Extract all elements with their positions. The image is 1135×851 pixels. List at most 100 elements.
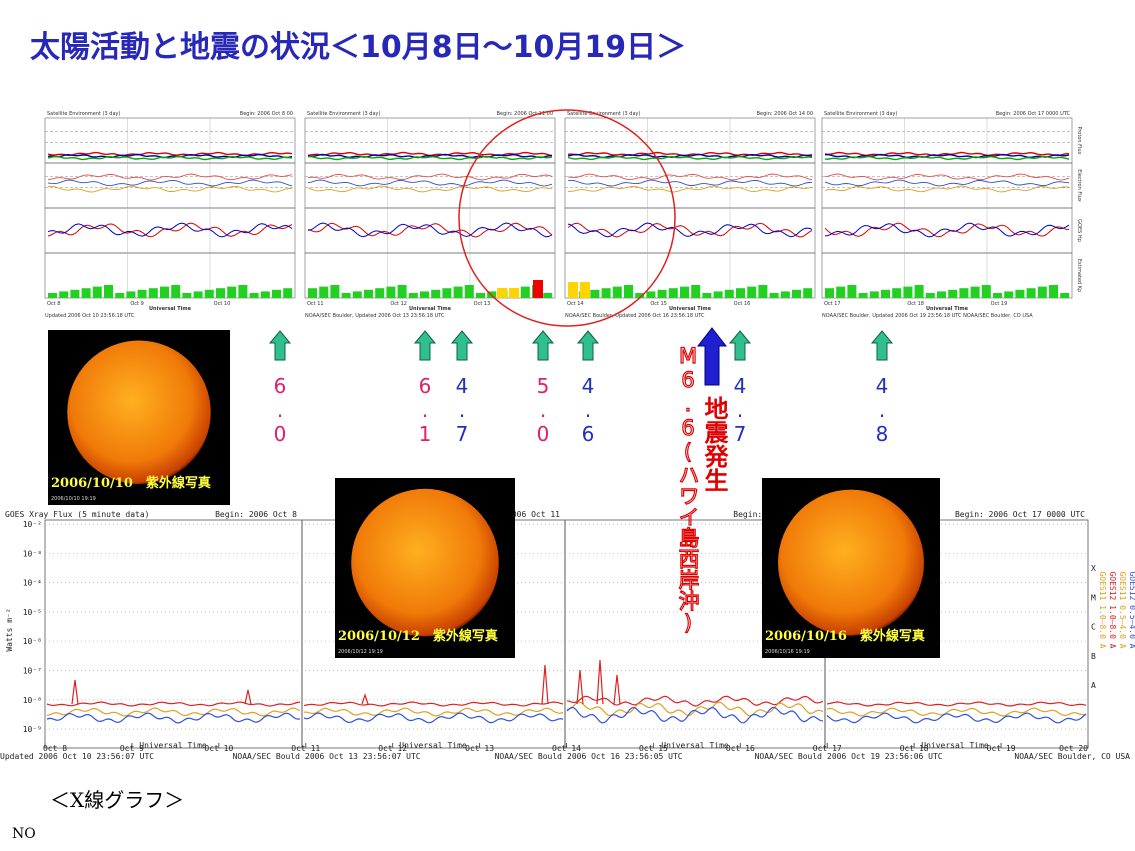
- panel-updated: NOAA/SEC Boulder, Updated 2006 Oct 13 23…: [305, 313, 445, 319]
- proton-trace: [567, 155, 813, 161]
- photo-label: 2006/10/16 紫外線写真: [765, 628, 925, 644]
- kp-bar: [792, 289, 801, 298]
- panel-header: Satellite Environment (3 day): [567, 111, 641, 117]
- xray-xtick-label: Oct 15: [639, 744, 668, 753]
- xray-trace: [826, 707, 1087, 717]
- kp-bar: [442, 288, 452, 298]
- kp-bar: [171, 285, 181, 298]
- panel-updated: NOAA/SEC Boulder, Updated 2006 Oct 19 23…: [822, 313, 1033, 319]
- kp-bar: [283, 288, 293, 298]
- kp-bar: [736, 288, 745, 298]
- electron-trace: [307, 173, 553, 181]
- proton-trace: [47, 151, 293, 157]
- footer: NO: [12, 826, 36, 842]
- magnitude: 4.7: [728, 374, 752, 446]
- green-arrow: [870, 330, 894, 361]
- kp-bar: [104, 285, 113, 298]
- panel-date: Oct 13: [474, 301, 491, 307]
- xray-xlabel: Universal Time: [661, 741, 729, 750]
- kp-bar: [182, 293, 192, 298]
- kp-bar: [148, 288, 158, 298]
- kp-storm-bar: [497, 288, 507, 298]
- kp-bar: [691, 285, 701, 298]
- xray-legend: GOES12 1.0–8.0 A: [1108, 571, 1117, 648]
- panel-xlabel: Universal Time: [149, 306, 192, 312]
- panel-frame: [821, 252, 1073, 299]
- kp-bar: [92, 286, 102, 298]
- panel-date: Oct 14: [567, 301, 584, 307]
- kp-storm-bar: [533, 280, 543, 298]
- xray-ytick: 10⁻⁶: [23, 637, 42, 646]
- xray-ytick: 10⁻⁴: [23, 579, 42, 588]
- kp-bar: [680, 286, 689, 298]
- xray-xtick-label: Oct 13: [465, 744, 494, 753]
- panel-date: Oct 18: [907, 301, 924, 307]
- kp-bar: [858, 293, 868, 298]
- kp-bar: [204, 289, 214, 298]
- xray-updated: 2006 Oct 13 23:56:07 UTC: [305, 752, 421, 761]
- kp-bar: [115, 293, 125, 298]
- kp-bar: [160, 286, 169, 298]
- xray-updated: NOAA/SEC Bould: [755, 752, 823, 761]
- xray-class: X: [1091, 564, 1096, 573]
- panel-header: Satellite Environment (3 day): [307, 111, 381, 117]
- kp-bar: [420, 291, 429, 298]
- panel-frame: [564, 252, 816, 299]
- magnitude: 4.7: [450, 374, 474, 446]
- xray-xtick-label: Oct 14: [552, 744, 581, 753]
- electron-trace: [47, 173, 293, 181]
- xray-ytick: 10⁻²: [23, 520, 42, 529]
- kp-bar: [981, 285, 991, 298]
- panel-date: Oct 19: [991, 301, 1008, 307]
- kp-bar: [881, 289, 890, 298]
- photo-label: 2006/10/10 紫外線写真: [51, 475, 211, 491]
- kp-bar: [959, 288, 969, 298]
- xray-xtick-label: Oct 19: [987, 744, 1016, 753]
- photo-stamp: 2006/10/10 19:19: [51, 496, 96, 502]
- proton-trace: [567, 151, 813, 157]
- kp-bar: [590, 289, 600, 298]
- kp-bar: [702, 293, 712, 298]
- kp-bar: [970, 286, 980, 298]
- kp-bar: [375, 288, 385, 298]
- kp-storm-bar: [509, 288, 519, 298]
- earthquake-arrow: [696, 327, 728, 386]
- xray-xtick-label: Oct 17: [813, 744, 842, 753]
- xray-class: C: [1091, 623, 1096, 632]
- kp-bar: [646, 291, 656, 298]
- sun-disc: [67, 340, 211, 484]
- kp-bar: [330, 285, 340, 298]
- kp-bar: [453, 286, 463, 298]
- row-label: Estimated Kp: [1076, 259, 1082, 292]
- kp-bar: [993, 293, 1002, 298]
- earthquake-detail: M6.6(ハワイ島西岸沖): [676, 344, 700, 635]
- panel-updated: Updated 2006 Oct 10 23:56:18 UTC: [45, 313, 135, 319]
- panel-xlabel: Universal Time: [409, 306, 452, 312]
- xray-trace: [46, 707, 301, 717]
- photo-label: 2006/10/12 紫外線写真: [338, 628, 498, 644]
- panel-date: Oct 17: [824, 301, 841, 307]
- kp-bar: [847, 285, 857, 298]
- green-arrow: [531, 330, 555, 361]
- xray-begin: Begin: 2006 Oct 11: [473, 510, 560, 519]
- xray-flare: [541, 664, 549, 705]
- green-arrow: [268, 330, 292, 361]
- kp-bar: [319, 286, 329, 298]
- hp-trace: [567, 222, 813, 238]
- kp-bar: [193, 291, 203, 298]
- green-arrow: [576, 330, 600, 361]
- panel-begin: Begin: 2006 Oct 14 00: [757, 111, 813, 117]
- xray-xtick-label: Oct 8: [43, 744, 67, 753]
- xray-trace: [826, 701, 1087, 707]
- kp-bar: [386, 286, 396, 298]
- panel-header: Satellite Environment (3 day): [824, 111, 898, 117]
- kp-bar: [1026, 288, 1036, 298]
- kp-bar: [272, 289, 281, 298]
- kp-bar: [126, 291, 136, 298]
- xray-xtick-label: Oct 16: [726, 744, 755, 753]
- kp-bar: [612, 286, 622, 298]
- xray-flare: [361, 693, 369, 705]
- xray-updated: 2006 Oct 16 23:56:05 UTC: [567, 752, 683, 761]
- xray-class: M: [1091, 593, 1096, 602]
- kp-bar: [780, 291, 790, 298]
